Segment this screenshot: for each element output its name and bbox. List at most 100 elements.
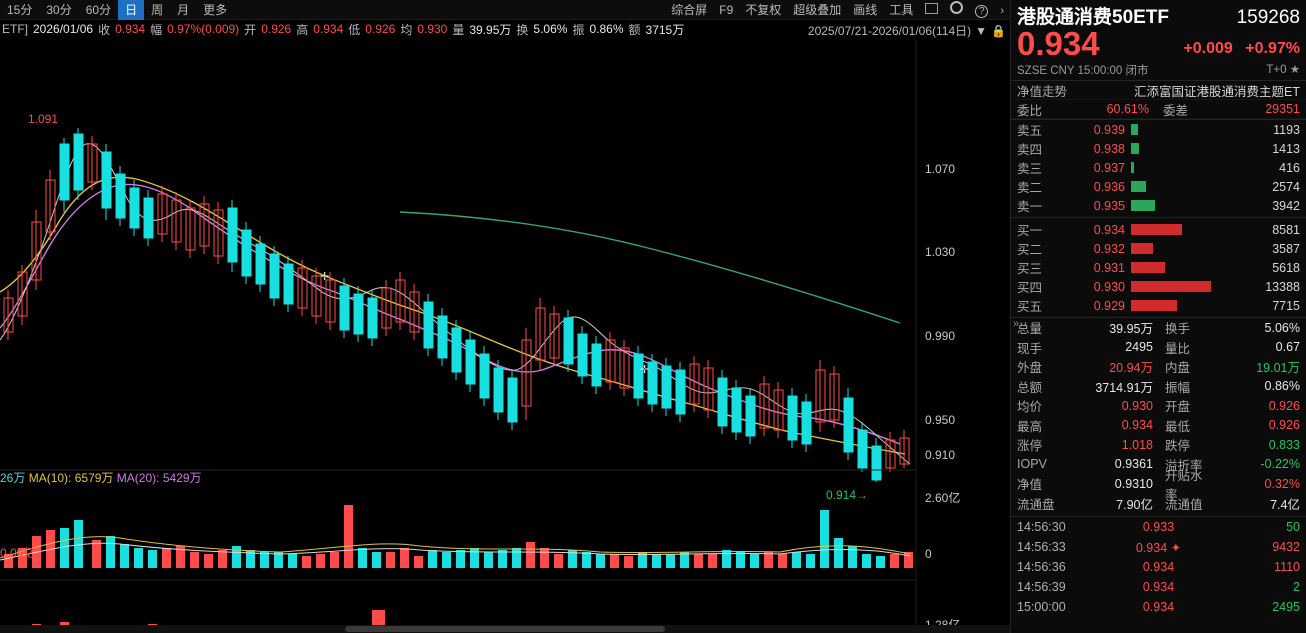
chart-canvas[interactable]: 1.070 1.030 0.990 0.950 0.910 xyxy=(0,40,1010,633)
btn-no-adjust[interactable]: 不复权 xyxy=(745,2,782,17)
quote-meta: SZSE CNY 15:00:00 闭市 T+0 ★ xyxy=(1017,61,1300,80)
ohlc-info-row: ETF] 2026/01/06 收 0.934 幅 0.97%(0.009) 开… xyxy=(0,20,1010,38)
stat-7-value: 0.9361 xyxy=(1114,457,1153,472)
ask5-label: 卖五 xyxy=(1017,124,1043,138)
orderbook-bids: 买一 0.934 8581 买二 0.932 3587 买三 0.931 5618 买四 0.… xyxy=(1011,220,1306,315)
lock-icon[interactable]: 🔒 xyxy=(991,23,1006,38)
bid1-label: 买一 xyxy=(1017,224,1043,238)
period-week[interactable]: 周 xyxy=(151,2,164,17)
bid1-qty: 8581 xyxy=(1272,222,1300,237)
security-name: 港股通消费50ETF xyxy=(1017,7,1170,28)
table-row: IOPV 0.9361 溢折率 -0.22% xyxy=(1011,455,1306,475)
period-30m[interactable]: 30分 xyxy=(46,2,72,17)
period-toolbar[interactable]: 15分 30分 60分 日 周 月 更多 综合屏 F9 不复权 超级叠加 画线 … xyxy=(0,0,1010,20)
svg-text:✛: ✛ xyxy=(320,271,329,283)
table-row: 外盘 20.94万 内盘 19.01万 xyxy=(1011,357,1306,377)
orderbook-row: 卖四 0.938 1413 xyxy=(1011,139,1306,158)
ask1-bar xyxy=(1131,200,1240,211)
turnover-label: 换 xyxy=(516,22,529,37)
price-change-group: +0.009 +0.97% xyxy=(1175,40,1300,61)
date-range-control[interactable]: 2025/07/21-2026/01/06(114日) ▼ 🔒 xyxy=(808,22,1006,39)
stat-3-label2: 振幅 xyxy=(1165,380,1191,395)
btn-composite-screen[interactable]: 综合屏 xyxy=(671,2,708,17)
orderbook-row: 买四 0.930 13388 xyxy=(1011,277,1306,296)
btn-super-overlay[interactable]: 超级叠加 xyxy=(793,2,842,17)
chevron-down-icon[interactable]: ▼ xyxy=(975,23,988,38)
stat-9-label2: 流通值 xyxy=(1165,497,1203,512)
bid5-price: 0.929 xyxy=(1093,298,1125,313)
ask4-qty: 1413 xyxy=(1272,141,1300,156)
tick-list[interactable]: 14:56:30 0.933 50 14:56:33 0.934 ✦ 9432 14:5… xyxy=(1011,517,1306,617)
chevron-right-icon[interactable]: › xyxy=(1000,4,1004,17)
ratio-row: 委比 60.61% 委差 29351 xyxy=(1011,100,1306,119)
stat-7-label2: 溢折率 xyxy=(1165,458,1203,473)
ask1-qty: 3942 xyxy=(1272,198,1300,213)
stat-2-label: 外盘 xyxy=(1017,361,1043,376)
star-icon[interactable]: ★ xyxy=(1289,64,1300,76)
range-label: 幅 xyxy=(150,22,163,37)
settlement-type: T+0 xyxy=(1266,64,1287,76)
help-icon[interactable]: ? xyxy=(969,0,994,20)
symbol-label: ETF] xyxy=(2,22,28,36)
horizontal-scrollbar[interactable] xyxy=(0,625,1010,633)
stat-9-label: 流通盘 xyxy=(1017,497,1055,512)
stat-1-label2: 量比 xyxy=(1165,341,1191,356)
volume-ma10-label: MA(10): xyxy=(28,471,72,485)
bid5-qty: 7715 xyxy=(1272,298,1300,313)
stat-9-value: 7.90亿 xyxy=(1116,497,1153,512)
tick-3-price: 0.934 xyxy=(1142,580,1175,594)
stat-7-label: IOPV xyxy=(1017,457,1047,472)
btn-draw-line[interactable]: 画线 xyxy=(853,2,878,17)
bid5-bar xyxy=(1131,300,1240,311)
stat-4-value: 0.930 xyxy=(1121,398,1153,413)
avg-label: 均 xyxy=(400,22,413,37)
period-month[interactable]: 月 xyxy=(177,2,190,17)
bid2-price: 0.932 xyxy=(1093,241,1125,256)
ratio-value: 60.61% xyxy=(1106,102,1149,116)
bid4-price: 0.930 xyxy=(1093,279,1125,294)
window-icon[interactable] xyxy=(919,0,944,20)
open-value: 0.926 xyxy=(261,22,292,36)
bid3-qty: 5618 xyxy=(1272,260,1300,275)
period-60m[interactable]: 60分 xyxy=(85,2,112,17)
gear-icon[interactable] xyxy=(944,0,969,20)
volume-header-vol: 26万 xyxy=(0,471,26,485)
stat-9-value2: 7.4亿 xyxy=(1270,497,1300,512)
price-axis-tick-0: 1.070 xyxy=(925,162,955,176)
kline-svg[interactable]: 1.070 1.030 0.990 0.950 0.910 xyxy=(0,40,1010,633)
orderbook-row: 卖一 0.935 3942 xyxy=(1011,196,1306,215)
tick-1-time: 14:56:33 xyxy=(1017,540,1066,554)
list-item: 14:56:33 0.934 ✦ 9432 xyxy=(1011,537,1306,557)
stat-0-value2: 5.06% xyxy=(1264,320,1300,335)
bid3-label: 买三 xyxy=(1017,262,1043,276)
tick-2-vol: 1110 xyxy=(1274,560,1300,574)
stat-4-label2: 开盘 xyxy=(1165,400,1191,415)
market-status: 闭市 xyxy=(1125,65,1149,77)
stat-4-value2: 0.926 xyxy=(1268,398,1300,413)
orderbook-row: 买三 0.931 5618 xyxy=(1011,258,1306,277)
list-item: 14:56:36 0.934 1110 xyxy=(1011,557,1306,577)
period-day[interactable]: 日 xyxy=(118,0,145,20)
volume-ma10-value: 6579万 xyxy=(74,471,114,485)
high-label: 高 xyxy=(296,22,309,37)
ask3-price: 0.937 xyxy=(1093,160,1125,175)
table-row: 总额 3714.91万 振幅 0.86% xyxy=(1011,377,1306,397)
stat-2-label2: 内盘 xyxy=(1165,361,1191,376)
stat-6-label2: 跌停 xyxy=(1165,439,1191,454)
turnover-value: 5.06% xyxy=(533,22,568,36)
nav-trend-row[interactable]: 净值走势 汇添富国证港股通消费主题ET xyxy=(1011,81,1306,100)
stat-0-label2: 换手 xyxy=(1165,322,1191,337)
stat-5-label: 最高 xyxy=(1017,419,1043,434)
period-15m[interactable]: 15分 xyxy=(7,2,33,17)
amount-label: 额 xyxy=(628,22,641,37)
ask4-label: 卖四 xyxy=(1017,143,1043,157)
bid2-qty: 3587 xyxy=(1272,241,1300,256)
list-item: 14:56:30 0.933 50 xyxy=(1011,517,1306,537)
stat-2-value2: 19.01万 xyxy=(1256,361,1300,376)
btn-f9[interactable]: F9 xyxy=(719,2,734,17)
collapse-icon[interactable]: » xyxy=(1013,318,1020,330)
tick-1-price: 0.934 ✦ xyxy=(1135,540,1182,555)
period-more[interactable]: 更多 xyxy=(203,2,228,17)
btn-tools[interactable]: 工具 xyxy=(889,2,914,17)
